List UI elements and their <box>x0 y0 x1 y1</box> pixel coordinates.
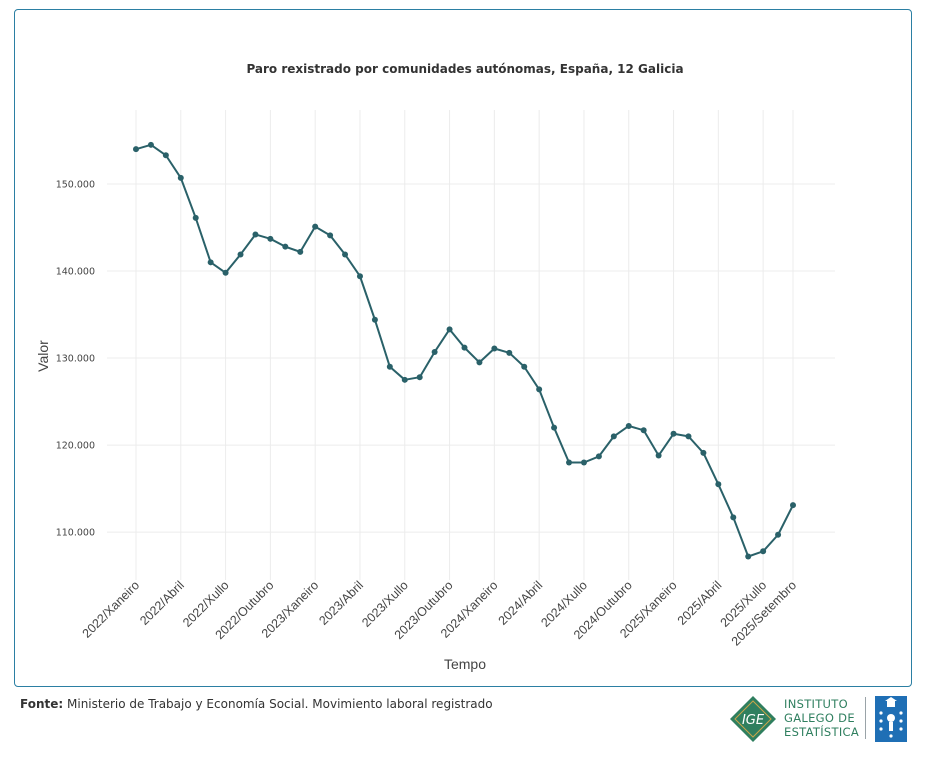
chart-title: Paro rexistrado por comunidades autónoma… <box>246 62 683 76</box>
data-point[interactable] <box>267 235 274 242</box>
data-point[interactable] <box>670 430 677 437</box>
data-point[interactable] <box>446 326 453 333</box>
y-tick-label: 130.000 <box>56 354 95 365</box>
data-point[interactable] <box>297 248 304 255</box>
data-point[interactable] <box>282 243 289 250</box>
grid-lines <box>107 110 835 580</box>
data-point[interactable] <box>252 231 259 238</box>
x-axis-title: Tempo <box>444 656 486 672</box>
data-point[interactable] <box>207 259 214 266</box>
line-chart: Paro rexistrado por comunidades autónoma… <box>35 62 835 672</box>
y-tick-label: 120.000 <box>56 441 95 452</box>
ige-logo: IGE INSTITUTO GALEGO DE ESTATÍSTICA <box>728 695 908 743</box>
series-line-galicia <box>135 143 794 558</box>
x-axis-ticks: 2022/Xaneiro2022/Abril2022/Xullo2022/Out… <box>80 578 800 648</box>
data-point[interactable] <box>685 433 692 440</box>
data-point[interactable] <box>506 349 513 356</box>
y-tick-label: 140.000 <box>56 267 95 278</box>
data-point[interactable] <box>640 427 647 434</box>
data-point[interactable] <box>342 251 349 258</box>
data-point[interactable] <box>416 374 423 381</box>
data-point[interactable] <box>431 348 438 355</box>
data-point[interactable] <box>551 424 558 431</box>
y-axis-title: Valor <box>35 340 51 372</box>
data-point[interactable] <box>700 449 707 456</box>
source-footer: Fonte: Ministerio de Trabajo y Economía … <box>20 697 493 711</box>
data-point[interactable] <box>461 344 468 351</box>
data-point[interactable] <box>476 359 483 366</box>
data-point[interactable] <box>536 386 543 393</box>
logo-line-1: INSTITUTO <box>784 697 848 711</box>
data-point[interactable] <box>177 174 184 181</box>
data-point[interactable] <box>610 433 617 440</box>
logo-line-3: ESTATÍSTICA <box>784 725 860 739</box>
x-tick-label: 2022/Xaneiro <box>80 578 143 641</box>
data-point[interactable] <box>386 363 393 370</box>
data-point[interactable] <box>192 214 199 221</box>
ige-diamond-icon: IGE <box>730 696 776 742</box>
logo-initials: IGE <box>742 713 765 728</box>
chart-card: Paro rexistrado por comunidades autónoma… <box>14 9 912 687</box>
data-point[interactable] <box>745 553 752 560</box>
data-point[interactable] <box>327 232 334 239</box>
logo-line-2: GALEGO DE <box>784 711 855 725</box>
logo-text: INSTITUTO GALEGO DE ESTATÍSTICA <box>784 697 859 739</box>
data-point[interactable] <box>566 459 573 466</box>
data-point[interactable] <box>730 514 737 521</box>
data-point[interactable] <box>775 531 782 538</box>
data-point[interactable] <box>401 376 408 383</box>
data-point[interactable] <box>625 422 632 429</box>
source-label: Fonte: <box>20 697 64 711</box>
data-point[interactable] <box>655 452 662 459</box>
data-point[interactable] <box>356 273 363 280</box>
data-point[interactable] <box>222 269 229 276</box>
data-point[interactable] <box>491 345 498 352</box>
data-point[interactable] <box>162 152 169 159</box>
y-tick-label: 150.000 <box>56 179 95 190</box>
data-point[interactable] <box>312 223 319 230</box>
data-point[interactable] <box>580 459 587 466</box>
data-point[interactable] <box>237 251 244 258</box>
data-point[interactable] <box>760 548 767 555</box>
logo-divider <box>865 697 866 739</box>
data-point[interactable] <box>133 146 139 153</box>
data-point[interactable] <box>595 453 602 460</box>
source-text: Ministerio de Trabajo y Economía Social.… <box>67 697 493 711</box>
data-point[interactable] <box>715 481 722 488</box>
y-tick-label: 110.000 <box>56 528 95 539</box>
y-axis-ticks: 110.000 120.000 130.000 140.000 150.000 <box>56 179 95 538</box>
xunta-shield-icon <box>875 696 907 742</box>
data-point[interactable] <box>371 316 378 323</box>
data-point[interactable] <box>790 502 796 509</box>
data-points <box>133 141 796 560</box>
data-point[interactable] <box>521 363 528 370</box>
data-point[interactable] <box>147 141 154 148</box>
